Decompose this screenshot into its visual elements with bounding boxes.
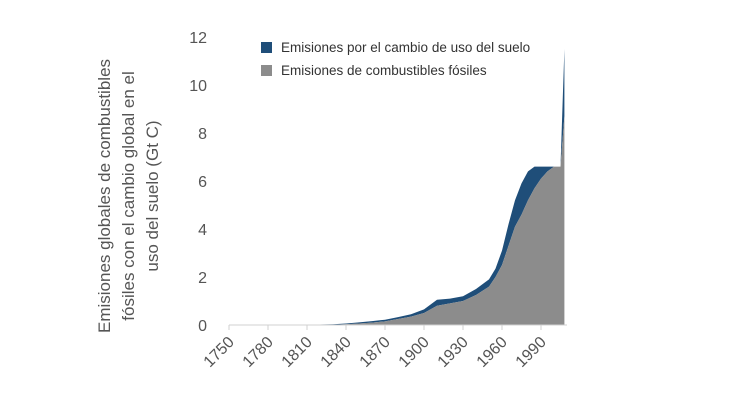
x-tick-label: 1900 bbox=[396, 334, 433, 371]
y-axis-label-line-1: Emisiones globales de combustibles bbox=[95, 59, 114, 333]
y-tick-label: 0 bbox=[198, 318, 207, 335]
y-tick-label: 10 bbox=[189, 78, 207, 95]
x-tick-label: 1750 bbox=[201, 334, 238, 371]
legend-swatch-land-use bbox=[261, 42, 272, 53]
y-tick-label: 12 bbox=[189, 30, 207, 47]
legend-swatch-fossil-fuels bbox=[261, 65, 272, 76]
y-tick-label: 4 bbox=[198, 222, 207, 239]
y-axis-label: Emisiones globales de combustibles fósil… bbox=[95, 59, 162, 333]
y-tick-label: 6 bbox=[198, 174, 207, 191]
y-axis-label-line-3: uso del suelo (Gt C) bbox=[143, 120, 162, 271]
y-tick-labels: 0 2 4 6 8 10 12 bbox=[189, 30, 207, 335]
x-tick-label: 1840 bbox=[318, 334, 355, 371]
legend-label-land-use: Emisiones por el cambio de uso del suelo bbox=[281, 40, 530, 55]
x-tick-label: 1870 bbox=[357, 334, 394, 371]
x-tick-label: 1930 bbox=[435, 334, 472, 371]
y-tick-label: 2 bbox=[198, 270, 207, 287]
x-tick-label: 1810 bbox=[279, 334, 316, 371]
x-tick-label: 1960 bbox=[474, 334, 511, 371]
legend: Emisiones por el cambio de uso del suelo… bbox=[261, 40, 530, 78]
series-areas bbox=[229, 49, 565, 325]
x-tick-label: 1780 bbox=[240, 334, 277, 371]
y-tick-label: 8 bbox=[198, 126, 207, 143]
y-axis-label-line-2: fósiles con el cambio global en el bbox=[119, 71, 138, 320]
x-tick-labels: 1750 1780 1810 1840 1870 1900 1930 1960 1990 bbox=[201, 325, 550, 371]
series-area-fossil-fuels bbox=[229, 116, 565, 325]
x-tick-label: 1990 bbox=[513, 334, 550, 371]
legend-label-fossil-fuels: Emisiones de combustibles fósiles bbox=[281, 63, 487, 78]
